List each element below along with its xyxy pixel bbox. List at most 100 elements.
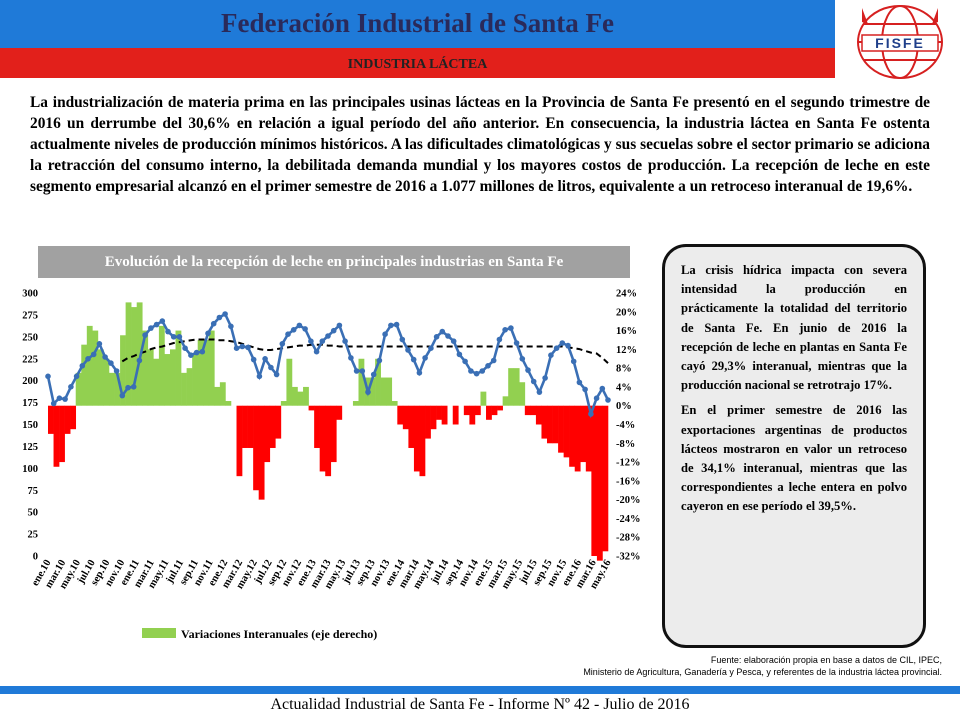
variation-bar (164, 354, 171, 406)
variation-bar (142, 330, 149, 406)
reception-point (565, 342, 571, 349)
reception-point (176, 334, 183, 340)
variation-bar (519, 382, 526, 406)
reception-point (588, 411, 594, 417)
footer-text: Actualidad Industrial de Santa Fe - Info… (270, 696, 690, 713)
variation-bar (369, 377, 376, 406)
variation-bar (585, 405, 592, 472)
reception-point (290, 327, 297, 333)
variation-bar (64, 405, 71, 434)
variation-bar (502, 396, 509, 406)
reception-point (490, 357, 497, 364)
right-axis-tick: 0% (616, 401, 632, 412)
variation-bar (552, 405, 559, 444)
variation-bar (242, 405, 248, 448)
variation-bar (569, 405, 576, 467)
variation-bar (330, 405, 337, 463)
variation-bar (70, 405, 77, 430)
reception-point (296, 322, 303, 329)
right-axis-tick: -8% (616, 439, 635, 450)
variation-bar (175, 330, 182, 406)
reception-point (73, 373, 80, 380)
reception-point (593, 395, 600, 401)
variation-bar (203, 339, 210, 406)
variation-bar (574, 405, 581, 472)
variation-bar (108, 372, 115, 406)
variation-bar (120, 335, 126, 406)
left-axis-tick: 300 (22, 289, 38, 300)
reception-point (159, 318, 166, 324)
left-axis-tick: 225 (22, 354, 38, 365)
variation-bar (452, 405, 459, 425)
variation-bar (103, 358, 110, 406)
variation-bar (419, 405, 426, 477)
left-axis-tick: 175 (22, 398, 38, 409)
reception-point (405, 347, 411, 353)
reception-point (559, 340, 566, 346)
reception-point (456, 351, 463, 358)
left-axis-tick: 0 (33, 552, 38, 563)
reception-point (45, 373, 51, 380)
variation-bar (186, 368, 193, 406)
reception-point (445, 333, 451, 339)
reception-point (468, 368, 474, 374)
variation-bar (358, 358, 365, 406)
chart-title: Evolución de la recepción de leche en pr… (38, 246, 630, 278)
source-line-1: Fuente: elaboración propia en base a dat… (710, 655, 942, 665)
variation-bar (469, 405, 476, 425)
reception-point (216, 314, 223, 321)
fisfe-logo: FISFE (857, 5, 943, 79)
right-axis-tick: -28% (616, 533, 641, 544)
reception-point (170, 334, 177, 340)
variation-bar (264, 405, 271, 463)
variation-bar (97, 349, 104, 406)
reception-point (485, 363, 491, 369)
reception-point (268, 364, 274, 371)
variation-bar (214, 386, 221, 406)
right-axis-tick: 20% (616, 307, 637, 318)
left-axis-tick: 150 (22, 420, 38, 431)
reception-point (182, 345, 188, 351)
reception-point (479, 368, 486, 374)
variation-bar (474, 405, 481, 416)
variation-bar (114, 372, 121, 406)
variation-bar (480, 391, 487, 406)
variation-bar (491, 405, 498, 416)
reception-point (256, 373, 263, 380)
variation-bar (208, 330, 215, 406)
left-axis-tick: 250 (22, 332, 38, 343)
reception-point (148, 325, 154, 331)
reception-point (336, 322, 343, 329)
right-axis-tick: -24% (616, 514, 641, 525)
variation-bar (535, 405, 542, 425)
variation-bar (219, 382, 226, 406)
right-axis-tick: -16% (616, 476, 641, 487)
variation-bar (602, 405, 609, 552)
reception-point (199, 348, 206, 355)
reception-point (205, 330, 211, 337)
reception-point (313, 348, 320, 355)
variation-bar (308, 405, 315, 411)
crisis-callout-box: La crisis hídrica impacta con severa int… (662, 244, 926, 648)
variation-bar (197, 339, 204, 406)
reception-point (319, 338, 326, 344)
reception-point (85, 356, 91, 362)
reception-point (513, 340, 520, 346)
reception-point (348, 355, 354, 361)
variation-bar (380, 377, 387, 406)
reception-point (548, 352, 554, 358)
reception-point (530, 378, 537, 385)
reception-point (250, 356, 257, 363)
reception-point (193, 349, 200, 356)
reception-point (222, 311, 228, 317)
reception-point (228, 323, 234, 330)
intro-paragraph: La industrialización de materia prima en… (30, 94, 930, 195)
reception-point (508, 325, 514, 331)
left-axis-tick: 125 (22, 442, 38, 453)
reception-point (330, 327, 337, 334)
header-blue-band (0, 0, 835, 48)
reception-point (113, 368, 120, 374)
variation-bar (408, 405, 415, 448)
variation-bar (158, 325, 165, 406)
variation-bar (386, 377, 393, 406)
